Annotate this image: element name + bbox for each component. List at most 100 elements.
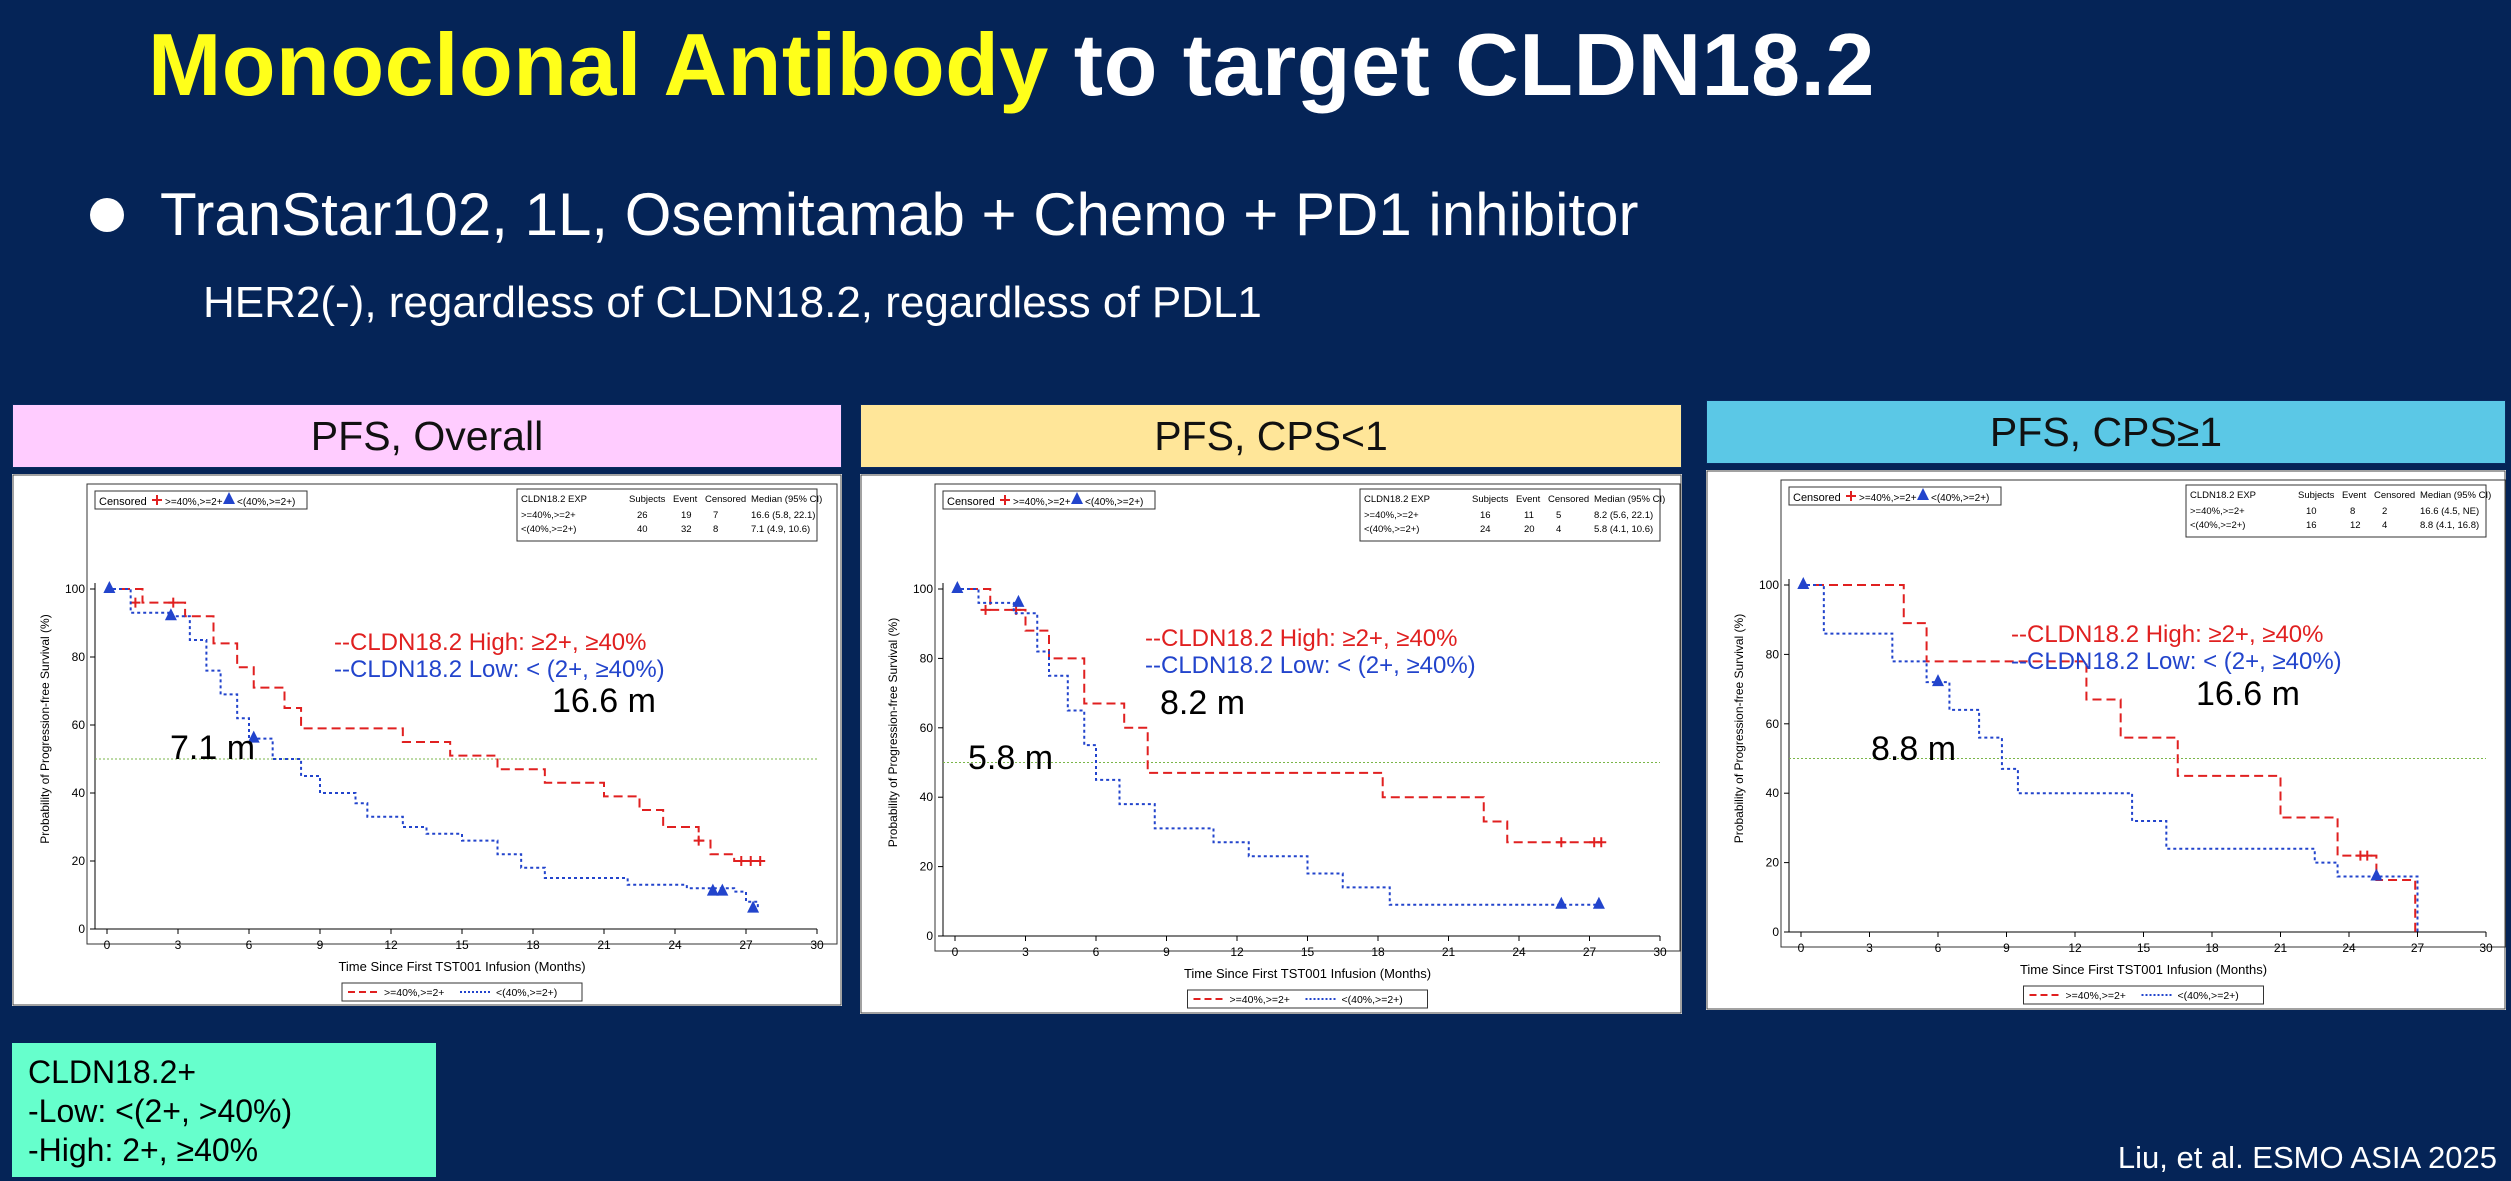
stats-table-box bbox=[2185, 484, 2487, 538]
censor-mark-high bbox=[755, 856, 766, 866]
definition-heading: CLDN18.2+ bbox=[28, 1054, 197, 1090]
y-tick-label: 60 bbox=[1766, 717, 1780, 731]
stats-cell: 4 bbox=[1556, 524, 1561, 535]
stats-cell: <(40%,>=2+) bbox=[2190, 520, 2245, 531]
x-tick-label: 21 bbox=[1442, 945, 1456, 959]
x-tick-label: 27 bbox=[739, 938, 753, 952]
bottom-legend: >=40%,>=2+ <(40%,>=2+) bbox=[341, 982, 583, 1002]
stats-cell: 40 bbox=[637, 524, 648, 535]
citation: Liu, et al. ESMO ASIA 2025 bbox=[2117, 1140, 2497, 1175]
definition-high: -High: 2+, ≥40% bbox=[28, 1132, 259, 1168]
x-tick-label: 9 bbox=[1163, 945, 1170, 959]
panel-body: Censored >=40%,>=2+ <(40%,>=2+) CLDN18.2 EX… bbox=[12, 474, 842, 1006]
bottom-legend-low: <(40%,>=2+) bbox=[496, 987, 557, 999]
x-tick-label: 12 bbox=[2068, 941, 2082, 955]
x-axis-title: Time Since First TST001 Infusion (Months… bbox=[2020, 962, 2267, 977]
stats-header: Censored bbox=[2374, 490, 2415, 501]
title-highlight: Monoclonal Antibody bbox=[148, 15, 1049, 114]
stats-cell: 16 bbox=[1480, 510, 1491, 521]
bullet-dot-icon bbox=[90, 197, 124, 232]
panel-header: PFS, Overall bbox=[12, 404, 842, 468]
panel-body: Censored >=40%,>=2+ <(40%,>=2+) CLDN18.2 EX… bbox=[1706, 470, 2506, 1010]
legend-high-label: >=40%,>=2+ bbox=[1859, 493, 1917, 504]
series-low bbox=[951, 581, 1605, 909]
annotation-low: --CLDN18.2 Low: < (2+, ≥40%) bbox=[1145, 652, 1476, 679]
legend-high-label: >=40%,>=2+ bbox=[165, 497, 223, 508]
bottom-legend-high: >=40%,>=2+ bbox=[2066, 990, 2126, 1002]
x-tick-label: 21 bbox=[2274, 941, 2288, 955]
censor-mark-low bbox=[706, 883, 719, 896]
plot-frame bbox=[86, 483, 838, 945]
stats-cell: <(40%,>=2+) bbox=[521, 524, 576, 535]
stats-cell: 4 bbox=[2382, 520, 2387, 531]
top-legend: Censored >=40%,>=2+ <(40%,>=2+) bbox=[942, 490, 1156, 510]
stats-cell: 32 bbox=[681, 524, 692, 535]
km-curve-low bbox=[107, 588, 759, 909]
top-legend: Censored >=40%,>=2+ <(40%,>=2+) bbox=[1788, 486, 2002, 506]
x-axis-title: Time Since First TST001 Infusion (Months… bbox=[1184, 966, 1431, 981]
stats-cell: 16 bbox=[2306, 520, 2317, 531]
x-tick-label: 30 bbox=[810, 938, 824, 952]
x-tick-label: 18 bbox=[1371, 945, 1385, 959]
median-low-label: 7.1 m bbox=[170, 729, 255, 767]
axes: 0 3 6 9 12 15 18 21 24 27 30 0 20 40 60 80 100 Time Since… bbox=[38, 582, 824, 974]
censor-mark-low bbox=[747, 900, 760, 913]
stats-cell: >=40%,>=2+ bbox=[521, 510, 576, 521]
bottom-legend-box bbox=[341, 982, 583, 1002]
x-tick-label: 30 bbox=[1653, 945, 1667, 959]
y-tick-label: 100 bbox=[1759, 578, 1779, 592]
km-chart: Censored >=40%,>=2+ <(40%,>=2+) CLDN18.2 EX… bbox=[12, 474, 842, 1006]
bottom-legend-box bbox=[1187, 989, 1428, 1009]
censor-high-icon bbox=[1846, 491, 1856, 501]
x-tick-label: 9 bbox=[2003, 941, 2010, 955]
chart-border bbox=[12, 474, 842, 1006]
stats-header: Censored bbox=[1548, 494, 1589, 505]
definition-box: CLDN18.2+ -Low: <(2+, >40%) -High: 2+, ≥… bbox=[12, 1043, 436, 1177]
x-tick-label: 9 bbox=[317, 938, 324, 952]
stats-cell: 8 bbox=[2350, 506, 2355, 517]
plot-frame bbox=[1780, 479, 2506, 948]
x-tick-label: 0 bbox=[1798, 941, 1805, 955]
y-tick-label: 0 bbox=[78, 922, 85, 936]
stats-cell: 10 bbox=[2306, 506, 2317, 517]
legend-high-label: >=40%,>=2+ bbox=[1013, 497, 1071, 508]
stats-header: CLDN18.2 EXP bbox=[2190, 490, 2256, 501]
stats-header: Subjects bbox=[1472, 494, 1509, 505]
panel-overall: PFS, Overall Censored >=40%,>=2+ <(40%,>=2… bbox=[12, 404, 842, 1006]
stats-cell: 5 bbox=[1556, 510, 1561, 521]
censor-low-icon bbox=[1917, 488, 1929, 500]
x-tick-label: 3 bbox=[1022, 945, 1029, 959]
censor-mark-high bbox=[130, 597, 141, 608]
stats-header: Median (95% CI) bbox=[751, 494, 822, 505]
panel-header: PFS, CPS≥1 bbox=[1706, 400, 2506, 464]
stats-cell: 26 bbox=[637, 510, 648, 521]
y-tick-label: 40 bbox=[920, 790, 934, 804]
y-tick-label: 20 bbox=[72, 854, 86, 868]
censor-mark-high bbox=[693, 835, 704, 846]
stats-cell: 8.8 (4.1, 16.8) bbox=[2420, 520, 2479, 531]
series-low bbox=[103, 581, 760, 913]
censor-high-icon bbox=[152, 495, 162, 505]
chart-border bbox=[860, 474, 1682, 1014]
censor-mark-high bbox=[745, 856, 756, 866]
censor-mark-high bbox=[980, 604, 991, 615]
km-curve-low bbox=[955, 588, 1602, 906]
panel-header: PFS, CPS<1 bbox=[860, 404, 1682, 468]
stats-table: CLDN18.2 EXP Subjects Event Censored Median … bbox=[516, 488, 822, 542]
km-curve-low bbox=[1801, 584, 2419, 932]
y-tick-label: 0 bbox=[1772, 925, 1779, 939]
stats-cell: 7.1 (4.9, 10.6) bbox=[751, 524, 810, 535]
annotation-low: --CLDN18.2 Low: < (2+, ≥40%) bbox=[2011, 648, 2342, 675]
panel-cps-ge1: PFS, CPS≥1 Censored >=40%,>=2+ <(40%,>=2+)… bbox=[1706, 400, 2506, 1010]
censor-low-icon bbox=[223, 492, 235, 504]
censor-mark-low bbox=[103, 581, 116, 593]
top-legend-box bbox=[1788, 486, 2002, 506]
stats-cell: 20 bbox=[1524, 524, 1535, 535]
stats-cell: 19 bbox=[681, 510, 692, 521]
x-tick-label: 12 bbox=[384, 938, 398, 952]
censor-mark-high bbox=[1596, 837, 1607, 848]
legend-low-label: <(40%,>=2+) bbox=[1085, 497, 1143, 508]
bottom-legend-low: <(40%,>=2+) bbox=[1342, 994, 1403, 1006]
censor-high-icon bbox=[1000, 495, 1010, 505]
km-curve-high bbox=[107, 588, 758, 862]
